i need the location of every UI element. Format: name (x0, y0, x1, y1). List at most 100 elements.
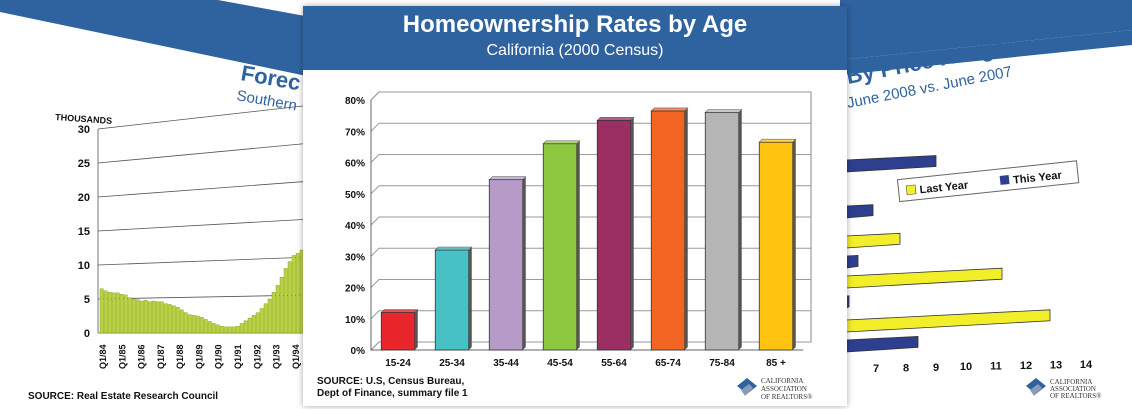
left-x-tick-label: Q1/86 (137, 344, 147, 369)
bar-top (758, 138, 797, 143)
left-bar (199, 317, 204, 334)
left-gridline (97, 218, 316, 232)
left-bar (231, 326, 236, 334)
left-x-tick-label: Q1/88 (175, 344, 185, 369)
y-tick-label: 40% (345, 221, 365, 232)
left-bar (151, 300, 156, 334)
left-x-tick-label: Q1/92 (252, 344, 262, 369)
x-tick-label: 45-54 (547, 358, 573, 369)
left-bar (155, 301, 160, 334)
legend-label-this-year: This Year (1013, 169, 1063, 186)
legend-label-last-year: Last Year (919, 179, 969, 196)
center-logo-line-1: CALIFORNIA (761, 377, 803, 385)
left-x-tick-label: Q1/90 (214, 344, 224, 369)
x-tick-label: 35-44 (493, 358, 519, 369)
chart-subtitle: California (2000 Census) (486, 42, 664, 59)
left-bar (267, 298, 272, 334)
chart-title: Homeownership Rates by Age (402, 11, 748, 38)
bar-15-24 (380, 312, 416, 351)
y-tick-label: 0% (351, 346, 366, 357)
y-tick-label: 70% (345, 127, 365, 138)
left-bar (143, 300, 148, 334)
left-bar (271, 292, 276, 334)
bar-top (542, 140, 581, 145)
left-bar (219, 326, 224, 334)
left-bar (111, 292, 116, 334)
right-x-tick-label: 8 (903, 362, 909, 374)
left-bar (147, 301, 152, 334)
bar-25-34 (434, 249, 470, 351)
right-logo-line-1: CALIFORNIA (1050, 378, 1092, 386)
source-line-1: SOURCE: U.S, Census Bureau, (317, 376, 465, 387)
left-bar (187, 314, 192, 334)
bar-top (380, 309, 419, 313)
left-x-tick-label: Q1/94 (291, 344, 301, 369)
bar-side (630, 117, 634, 350)
left-bar (99, 288, 104, 334)
bar-top (434, 246, 473, 251)
left-bar (291, 255, 296, 334)
bar-top (704, 109, 743, 113)
left-bar (295, 253, 300, 334)
left-chart: Forec Southern THOUSANDS 051015202530Q1/… (0, 0, 316, 402)
left-source: SOURCE: Real Estate Research Council (28, 391, 218, 402)
right-banner (840, 0, 1132, 60)
left-bar (239, 323, 244, 334)
left-y-tick-label: 25 (78, 158, 90, 170)
y-tick-label: 30% (345, 252, 365, 263)
x-tick-label: 85 + (766, 358, 786, 369)
bar-side (468, 247, 472, 350)
left-x-tick-label: Q1/93 (272, 344, 282, 369)
bar-side (792, 139, 796, 350)
bar-side (684, 107, 688, 350)
x-tick-label: 55-64 (601, 358, 627, 369)
left-bar (115, 292, 120, 334)
y-tick-label: 10% (345, 315, 365, 326)
left-x-tick-label: Q1/89 (194, 344, 204, 369)
left-gridline (97, 180, 316, 198)
right-x-tick-label: 9 (933, 362, 939, 374)
y-tick-label: 80% (345, 96, 365, 107)
bar-side (522, 176, 526, 350)
left-bar (171, 305, 176, 334)
right-x-tick-label: 14 (1080, 359, 1093, 371)
left-y-tick-label: 0 (84, 328, 90, 340)
last-year-bar (845, 232, 901, 249)
right-logo-line-2: ASSOCIATION (1050, 385, 1096, 393)
y-tick-label: 20% (345, 284, 365, 295)
bar-35-44 (488, 179, 524, 351)
bar-55-64 (596, 119, 632, 351)
left-y-tick-label: 5 (84, 294, 90, 306)
left-banner (0, 0, 316, 78)
left-bar (207, 321, 212, 334)
left-bar (243, 320, 248, 334)
center-logo-line-3: OF REALTORS® (761, 393, 813, 401)
last-year-bar (845, 267, 1003, 289)
x-tick-label: 15-24 (385, 358, 411, 369)
bar-side (414, 309, 418, 350)
left-bar (167, 304, 172, 334)
left-bar (211, 323, 216, 334)
left-bar (195, 315, 200, 334)
left-bar (163, 303, 168, 334)
right-x-tick-label: 11 (990, 361, 1002, 373)
center-logo: CALIFORNIA ASSOCIATION OF REALTORS® (737, 377, 813, 401)
left-bar (223, 326, 228, 334)
left-bar (107, 292, 112, 334)
right-chart-panel: By Price Range June 2008 vs. June 2007 L… (840, 0, 1132, 409)
right-x-tick-label: 13 (1050, 359, 1062, 371)
left-bar (275, 285, 280, 334)
center-logo-line-2: ASSOCIATION (761, 385, 807, 393)
legend-swatch-last-year (905, 184, 917, 196)
left-bar (279, 277, 284, 334)
left-bar (235, 326, 240, 334)
bar-85-plus (758, 141, 794, 351)
left-bar (283, 268, 288, 334)
bar-45-54 (542, 143, 578, 351)
left-bar (159, 301, 164, 334)
title-banner: Homeownership Rates by Age California (2… (303, 6, 847, 70)
bar-65-74 (650, 110, 686, 351)
left-y-tick-label: 30 (78, 124, 90, 136)
y-tick-label: 60% (345, 159, 365, 170)
x-tick-label: 65-74 (655, 358, 681, 369)
